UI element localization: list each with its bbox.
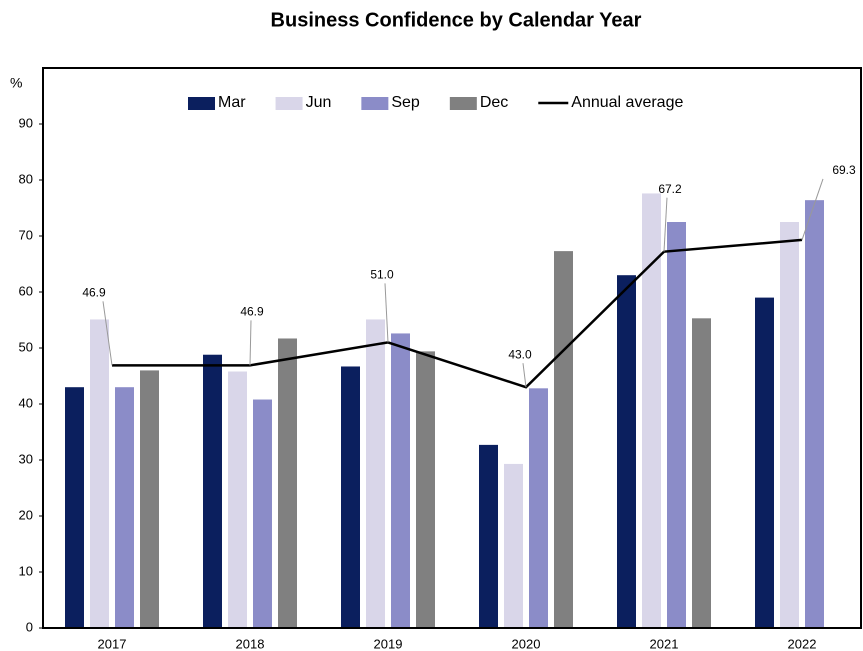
bar bbox=[253, 399, 272, 628]
bar bbox=[366, 319, 385, 628]
y-tick-label: 30 bbox=[19, 451, 33, 466]
x-tick-label: 2021 bbox=[650, 636, 679, 651]
legend-swatch bbox=[361, 97, 389, 110]
chart-title: Business Confidence by Calendar Year bbox=[271, 9, 642, 31]
y-tick-label: 90 bbox=[19, 115, 33, 130]
bar bbox=[115, 387, 134, 628]
bar bbox=[90, 319, 109, 628]
leader-line bbox=[384, 283, 389, 343]
legend-swatch bbox=[449, 97, 477, 110]
leader-line bbox=[102, 301, 113, 366]
bar bbox=[780, 222, 799, 628]
bar bbox=[140, 370, 159, 628]
bar bbox=[617, 275, 636, 628]
leader-line bbox=[249, 320, 252, 366]
y-tick-label: 10 bbox=[19, 563, 33, 578]
legend-label: Annual average bbox=[571, 94, 683, 111]
x-tick-label: 2018 bbox=[236, 636, 265, 651]
bar bbox=[416, 351, 435, 628]
y-tick-label: 50 bbox=[19, 339, 33, 354]
leader-line bbox=[663, 197, 668, 252]
x-tick-label: 2020 bbox=[512, 636, 541, 651]
data-label: 51.0 bbox=[370, 268, 394, 282]
bar bbox=[642, 193, 661, 628]
x-tick-label: 2019 bbox=[374, 636, 403, 651]
y-tick-label: 20 bbox=[19, 507, 33, 522]
bar bbox=[341, 366, 360, 628]
leader-line bbox=[522, 363, 527, 388]
data-label: 46.9 bbox=[240, 305, 264, 319]
x-tick-label: 2017 bbox=[98, 636, 127, 651]
bar bbox=[228, 371, 247, 628]
plot-frame bbox=[42, 67, 862, 629]
leader-line bbox=[801, 178, 824, 241]
legend-label: Dec bbox=[480, 94, 508, 111]
bar bbox=[65, 387, 84, 628]
y-axis-label: % bbox=[10, 75, 22, 91]
average-line bbox=[112, 238, 803, 389]
data-label: 67.2 bbox=[658, 182, 682, 196]
y-tick-label: 60 bbox=[19, 283, 33, 298]
bar bbox=[479, 444, 498, 628]
data-label: 43.0 bbox=[508, 347, 532, 361]
y-tick-label: 40 bbox=[19, 395, 33, 410]
legend-swatch bbox=[275, 97, 303, 110]
bar bbox=[391, 333, 410, 628]
bar bbox=[667, 222, 686, 628]
legend-label: Jun bbox=[306, 94, 332, 111]
bar bbox=[755, 297, 774, 628]
bar bbox=[529, 388, 548, 628]
x-tick-label: 2022 bbox=[788, 636, 817, 651]
legend-swatch bbox=[188, 97, 215, 110]
legend-label: Sep bbox=[391, 94, 420, 111]
bar bbox=[504, 463, 523, 628]
y-tick-label: 70 bbox=[19, 227, 33, 242]
bar bbox=[805, 200, 824, 628]
y-tick-label: 0 bbox=[26, 619, 33, 634]
bar bbox=[692, 318, 711, 628]
legend-label: Mar bbox=[218, 94, 246, 111]
data-label: 69.3 bbox=[832, 163, 856, 177]
bar bbox=[278, 338, 297, 628]
bar bbox=[554, 251, 573, 628]
bar bbox=[203, 354, 222, 628]
y-tick-label: 80 bbox=[19, 171, 33, 186]
data-label: 46.9 bbox=[82, 286, 106, 300]
